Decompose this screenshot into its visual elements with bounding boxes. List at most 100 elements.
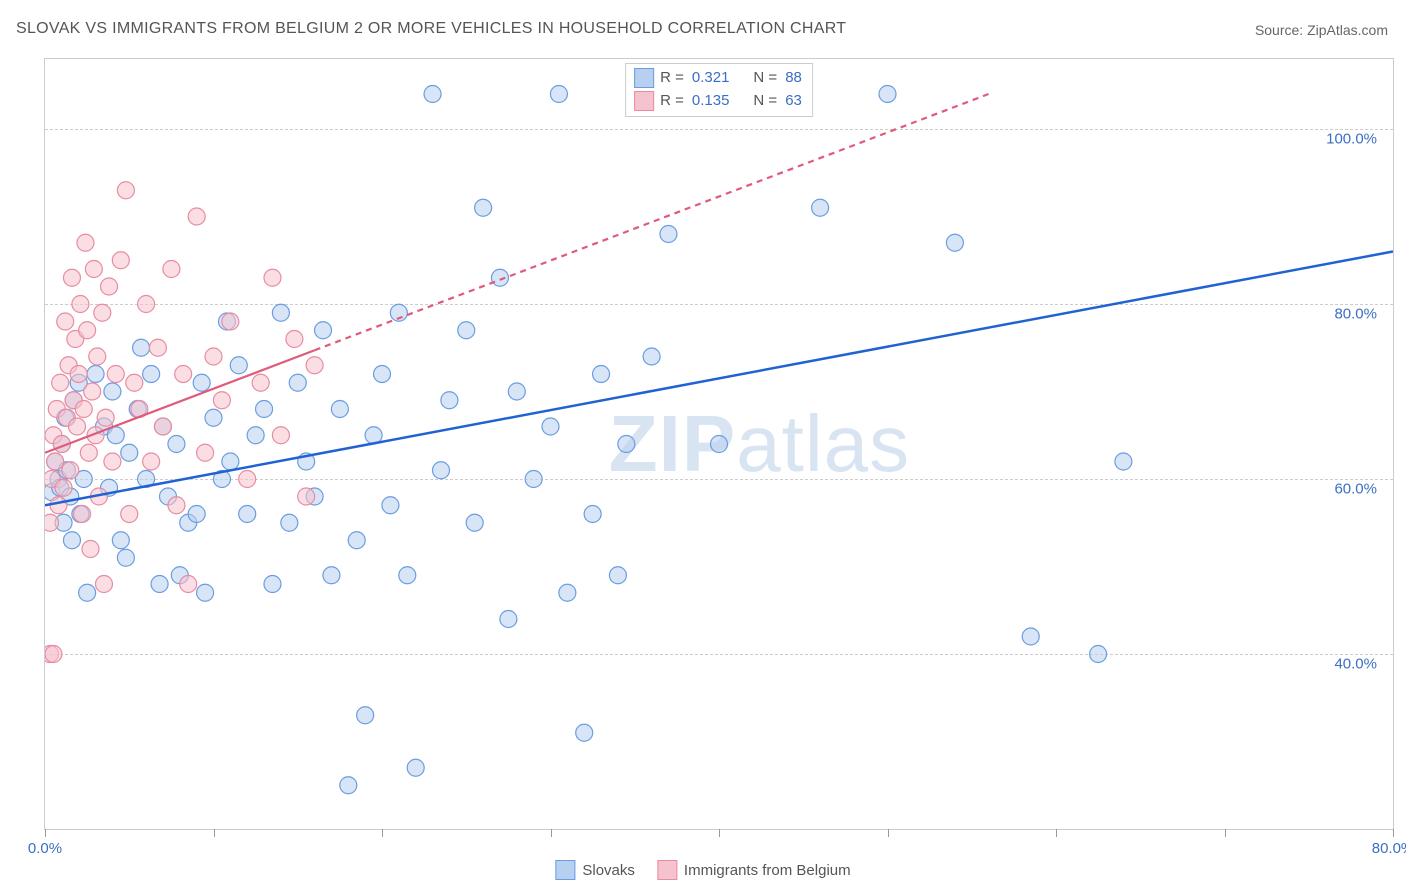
data-point <box>230 357 247 374</box>
x-tick <box>382 829 383 837</box>
data-point <box>618 436 635 453</box>
x-tick <box>1225 829 1226 837</box>
data-point <box>286 331 303 348</box>
data-point <box>72 296 89 313</box>
data-point <box>50 497 67 514</box>
data-point <box>239 471 256 488</box>
data-point <box>74 506 91 523</box>
data-point <box>87 366 104 383</box>
data-point <box>382 497 399 514</box>
data-point <box>77 234 94 251</box>
data-point <box>112 532 129 549</box>
legend-stats-row: R =0.135N =63 <box>634 90 804 113</box>
data-point <box>97 409 114 426</box>
legend-swatch <box>634 91 654 111</box>
data-point <box>47 453 64 470</box>
data-point <box>82 541 99 558</box>
data-point <box>79 584 96 601</box>
data-point <box>149 339 166 356</box>
data-point <box>85 261 102 278</box>
data-point <box>154 418 171 435</box>
data-point <box>180 576 197 593</box>
data-point <box>374 366 391 383</box>
data-point <box>264 269 281 286</box>
data-point <box>57 313 74 330</box>
data-point <box>660 226 677 243</box>
data-point <box>432 462 449 479</box>
data-point <box>475 199 492 216</box>
data-point <box>75 401 92 418</box>
data-point <box>298 488 315 505</box>
data-point <box>79 322 96 339</box>
data-point <box>256 401 273 418</box>
data-point <box>121 506 138 523</box>
legend-series-item: Slovaks <box>555 860 635 880</box>
x-tick <box>551 829 552 837</box>
data-point <box>63 269 80 286</box>
data-point <box>500 611 517 628</box>
n-value: 88 <box>785 67 802 90</box>
data-point <box>879 86 896 103</box>
data-point <box>542 418 559 435</box>
legend-stats-row: R =0.321N =88 <box>634 67 804 90</box>
data-point <box>576 724 593 741</box>
data-point <box>133 339 150 356</box>
legend-swatch <box>555 860 575 880</box>
legend-series-label: Slovaks <box>582 862 635 879</box>
data-point <box>188 506 205 523</box>
data-point <box>1090 646 1107 663</box>
data-point <box>711 436 728 453</box>
data-point <box>104 383 121 400</box>
data-point <box>69 418 86 435</box>
data-point <box>117 549 134 566</box>
data-point <box>525 471 542 488</box>
data-point <box>121 444 138 461</box>
data-point <box>272 427 289 444</box>
r-label: R = <box>660 67 684 90</box>
data-point <box>946 234 963 251</box>
data-point <box>609 567 626 584</box>
data-point <box>45 646 62 663</box>
data-point <box>331 401 348 418</box>
data-point <box>508 383 525 400</box>
data-point <box>62 462 79 479</box>
data-point <box>559 584 576 601</box>
data-point <box>188 208 205 225</box>
r-value: 0.321 <box>692 67 730 90</box>
data-point <box>151 576 168 593</box>
data-point <box>104 453 121 470</box>
data-point <box>197 444 214 461</box>
data-point <box>424 86 441 103</box>
data-point <box>168 436 185 453</box>
data-point <box>163 261 180 278</box>
x-tick <box>214 829 215 837</box>
data-point <box>55 479 72 496</box>
data-point <box>143 366 160 383</box>
data-point <box>491 269 508 286</box>
data-point <box>281 514 298 531</box>
data-point <box>466 514 483 531</box>
data-point <box>315 322 332 339</box>
data-point <box>584 506 601 523</box>
data-point <box>1115 453 1132 470</box>
x-tick <box>45 829 46 837</box>
source-attribution: Source: ZipAtlas.com <box>1255 22 1388 38</box>
data-point <box>306 357 323 374</box>
n-label: N = <box>753 90 777 113</box>
data-point <box>399 567 416 584</box>
legend-series-label: Immigrants from Belgium <box>684 862 851 879</box>
chart-svg-layer <box>45 59 1393 829</box>
data-point <box>340 777 357 794</box>
legend-series-item: Immigrants from Belgium <box>657 860 851 880</box>
data-point <box>117 182 134 199</box>
data-point <box>205 409 222 426</box>
x-tick-label: 0.0% <box>28 840 62 857</box>
data-point <box>264 576 281 593</box>
data-point <box>407 759 424 776</box>
trend-line-dashed <box>315 94 989 350</box>
data-point <box>458 322 475 339</box>
data-point <box>193 374 210 391</box>
data-point <box>222 313 239 330</box>
data-point <box>84 383 101 400</box>
data-point <box>138 296 155 313</box>
